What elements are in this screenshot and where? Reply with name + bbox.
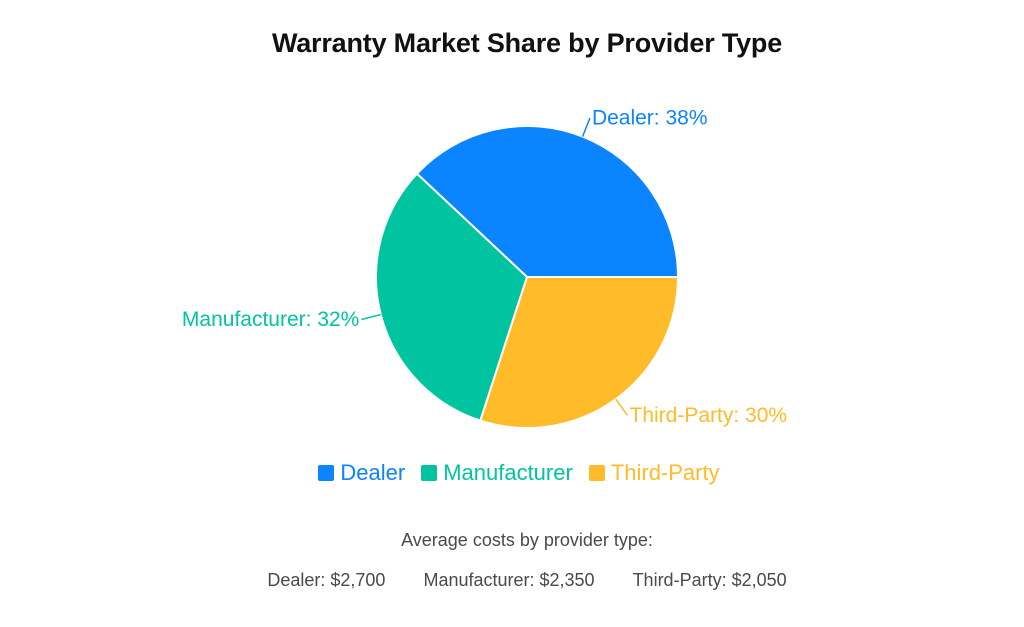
legend-swatch-manufacturer bbox=[421, 465, 438, 481]
legend-item-third-party[interactable]: Third-Party bbox=[588, 460, 720, 486]
cost-third-party: Third-Party: $2,050 bbox=[632, 570, 787, 590]
legend-label-manufacturer: Manufacturer bbox=[443, 460, 573, 485]
legend: Dealer Manufacturer Third-Party bbox=[0, 460, 1024, 486]
leader-lines bbox=[361, 117, 629, 416]
cost-manufacturer: Manufacturer: $2,350 bbox=[423, 570, 595, 590]
legend-swatch-dealer bbox=[318, 465, 335, 481]
leader-line-third-party bbox=[615, 398, 629, 416]
slice-label-third-party: Third-Party: 30% bbox=[630, 404, 788, 427]
cost-dealer: Dealer: $2,700 bbox=[267, 570, 386, 590]
slice-label-manufacturer: Manufacturer: 32% bbox=[182, 308, 359, 331]
pie-slices bbox=[375, 125, 680, 429]
slice-labels: Dealer: 38% Manufacturer: 32% Third-Party:… bbox=[182, 107, 787, 427]
cost-summary: Dealer: $2,700 Manufacturer: $2,350 Thir… bbox=[0, 570, 1024, 591]
cost-summary-heading: Average costs by provider type: bbox=[401, 530, 653, 550]
legend-item-dealer[interactable]: Dealer bbox=[318, 460, 405, 486]
legend-label-dealer: Dealer bbox=[340, 460, 406, 485]
leader-line-manufacturer bbox=[361, 313, 381, 321]
slice-label-dealer: Dealer: 38% bbox=[592, 107, 708, 130]
legend-label-third-party: Third-Party bbox=[610, 460, 720, 485]
leader-line-dealer bbox=[581, 117, 591, 137]
legend-item-manufacturer[interactable]: Manufacturer bbox=[421, 460, 573, 486]
legend-swatch-third-party bbox=[588, 465, 605, 481]
chart-title: Warranty Market Share by Provider Type bbox=[271, 28, 783, 58]
